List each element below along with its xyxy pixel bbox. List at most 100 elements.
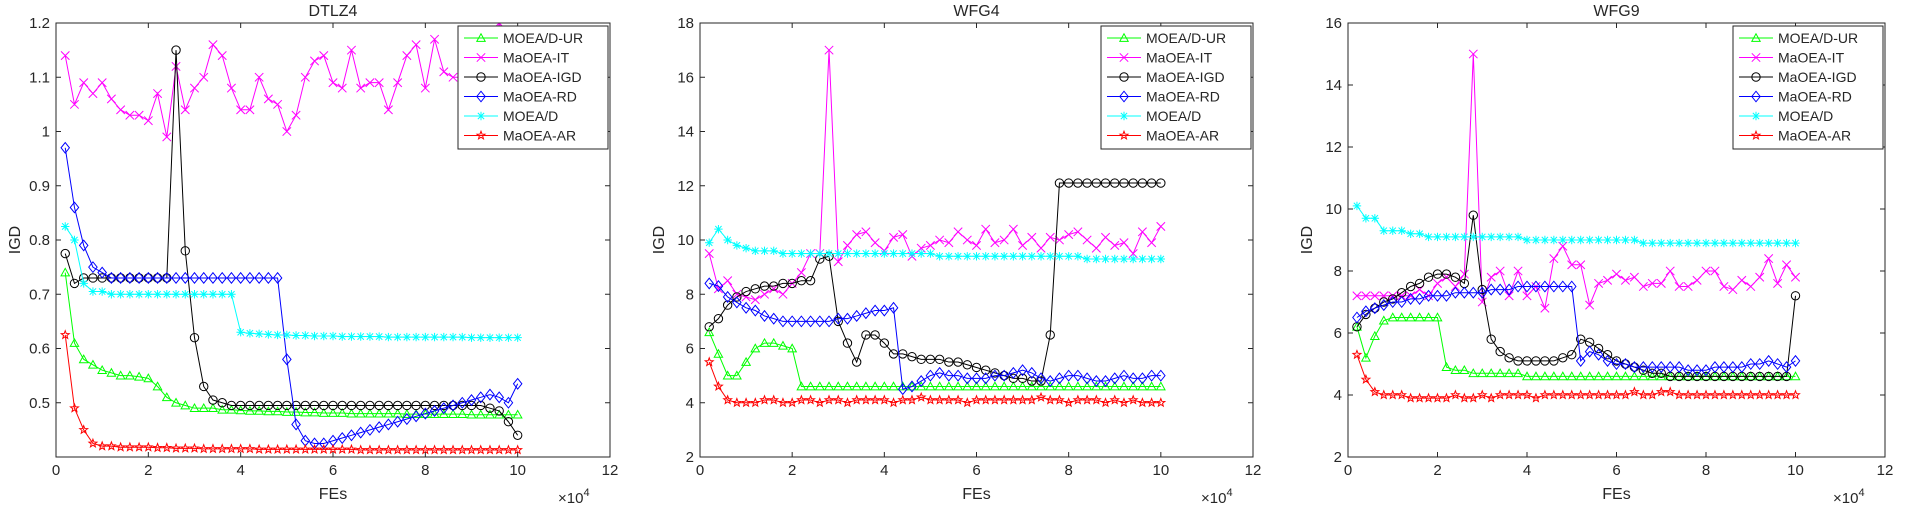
data-point [181, 290, 190, 299]
data-point [1611, 269, 1622, 279]
data-point [759, 309, 770, 323]
legend-item-moea-d: MOEA/D [464, 108, 558, 124]
data-point [1109, 381, 1120, 391]
data-point [1451, 232, 1460, 242]
data-point [1026, 366, 1037, 379]
data-point [971, 381, 982, 391]
data-point [1718, 389, 1730, 400]
data-point [1127, 394, 1139, 405]
data-point [1100, 178, 1111, 188]
data-point [402, 332, 412, 342]
data-point [824, 315, 834, 328]
data-point [1719, 361, 1729, 374]
data-point [1557, 280, 1568, 293]
data-point [1540, 356, 1550, 366]
data-point [364, 444, 376, 455]
data-point [705, 238, 714, 247]
data-point [980, 372, 991, 385]
y-tick-label: 16 [1325, 15, 1342, 32]
data-point [115, 370, 126, 380]
data-point [439, 400, 449, 411]
data-point [769, 281, 779, 291]
data-point [888, 397, 899, 408]
data-point [1137, 397, 1148, 408]
data-point [981, 224, 991, 234]
legend-marker [476, 72, 486, 82]
data-point [1110, 178, 1120, 188]
data-point [732, 241, 742, 250]
data-point [245, 105, 255, 115]
data-point [1110, 254, 1119, 264]
data-point [1118, 381, 1130, 391]
data-point [356, 332, 365, 341]
data-point [1746, 371, 1756, 382]
data-point [1045, 381, 1056, 391]
data-point [1549, 356, 1559, 366]
data-point [1441, 269, 1452, 279]
legend-marker [475, 129, 487, 141]
data-point [116, 290, 125, 299]
data-point [1647, 361, 1658, 374]
data-point [981, 365, 991, 375]
data-point [235, 271, 246, 285]
legend-item-maoea-rd: MaOEA-RD [1107, 89, 1220, 105]
data-point [759, 337, 770, 347]
data-point [1772, 389, 1783, 400]
data-point [512, 444, 524, 455]
data-point [925, 240, 935, 250]
x-tick-label: 2 [1433, 462, 1441, 479]
data-point [319, 400, 329, 411]
data-point [787, 278, 797, 289]
data-point [1728, 361, 1738, 374]
x-tick-label: 10 [1787, 462, 1804, 479]
legend-marker [1750, 32, 1762, 42]
data-point [897, 394, 909, 405]
data-point [953, 252, 963, 261]
data-point [208, 40, 218, 50]
data-point [1486, 283, 1497, 296]
data-point [1611, 357, 1622, 371]
data-point [448, 72, 458, 82]
data-point [458, 332, 467, 342]
x-tick-label: 2 [788, 462, 796, 479]
x-tick-label: 4 [880, 462, 888, 479]
data-point [1575, 371, 1586, 381]
data-point [337, 431, 348, 445]
data-point [1539, 389, 1551, 400]
data-point [722, 394, 733, 405]
data-point [116, 105, 126, 115]
data-point [291, 418, 301, 431]
data-point [1082, 235, 1092, 245]
data-point [1665, 266, 1675, 276]
x-tick-label: 6 [972, 462, 980, 479]
data-point [70, 235, 79, 245]
data-point [485, 333, 495, 342]
data-point [1540, 280, 1550, 293]
data-point [1137, 178, 1148, 188]
data-point [1585, 235, 1594, 245]
data-point [1790, 272, 1801, 282]
data-point [1156, 221, 1166, 231]
data-point [861, 330, 871, 340]
data-point [1710, 361, 1720, 374]
data-point [217, 50, 227, 61]
legend-label: MOEA/D-UR [503, 30, 583, 46]
data-point [1423, 289, 1434, 302]
data-point [1017, 394, 1028, 405]
data-point [355, 426, 366, 439]
data-point [999, 369, 1009, 382]
data-point [1387, 389, 1399, 400]
data-point [503, 444, 514, 455]
data-point [962, 360, 972, 370]
legend-marker [475, 32, 487, 42]
data-point [1683, 238, 1693, 248]
data-point [115, 271, 126, 285]
data-point [1414, 278, 1425, 289]
data-point [952, 394, 964, 405]
data-point [78, 239, 89, 252]
data-point [374, 78, 384, 88]
data-point [1692, 275, 1702, 285]
data-point [337, 83, 347, 93]
data-point [1485, 392, 1497, 403]
data-point [915, 391, 927, 402]
